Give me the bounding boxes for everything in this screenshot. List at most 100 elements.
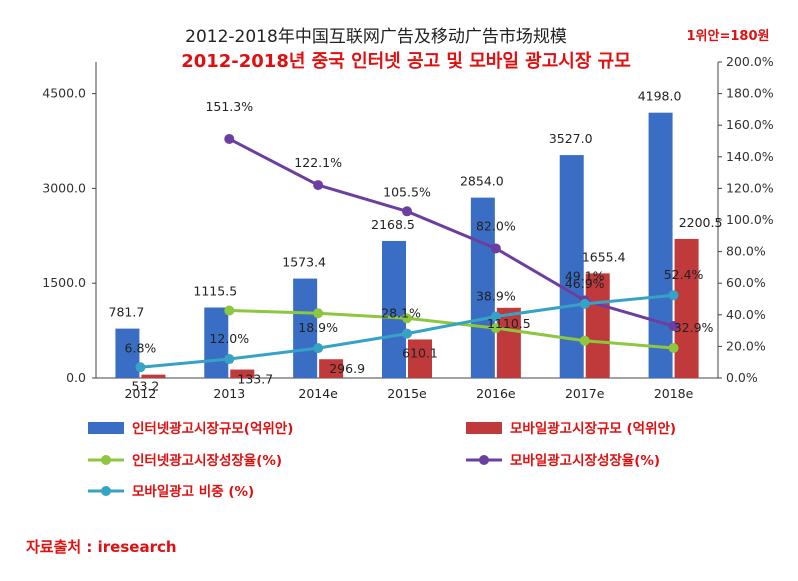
x-axis-tick-label: 2016e <box>476 386 516 401</box>
bar-value-label: 1655.4 <box>582 249 626 264</box>
left-axis-tick-label: 3000.0 <box>42 180 86 195</box>
line-value-label: 52.4% <box>664 267 704 282</box>
right-axis-tick-label: 200.0% <box>726 54 774 69</box>
bar-value-label: 4198.0 <box>638 89 682 104</box>
line-point-2 <box>579 298 590 309</box>
source-note: 자료출처 : iresearch <box>26 538 177 556</box>
line-point-0 <box>490 323 501 334</box>
left-axis-tick-label: 4500.0 <box>42 86 86 101</box>
right-axis-tick-label: 60.0% <box>726 275 766 290</box>
bar-value-label: 781.7 <box>109 305 145 320</box>
bar-internet <box>648 112 673 378</box>
line-value-label: 6.8% <box>125 340 157 355</box>
line-value-label: 12.0% <box>209 331 249 346</box>
line-point-2 <box>313 343 324 354</box>
bar-internet <box>204 307 229 378</box>
bar-value-label: 2168.5 <box>371 217 415 232</box>
chart-subtitle: 2012-2018년 중국 인터넷 공고 및 모바일 광고시장 규모 <box>181 51 631 72</box>
bar-internet <box>559 155 584 378</box>
line-point-2 <box>490 311 501 322</box>
bar-value-label: 1573.4 <box>282 255 326 270</box>
legend-swatch <box>88 422 124 434</box>
right-axis-tick-label: 100.0% <box>726 212 774 227</box>
bar-internet <box>293 278 318 378</box>
line-value-label: 38.9% <box>476 289 516 304</box>
line-point-1 <box>668 321 679 332</box>
legend-label: 모바일광고시장규모 (억위안) <box>510 420 676 437</box>
x-axis-tick-label: 2013 <box>213 386 245 401</box>
line-value-label: 32.9% <box>674 320 714 335</box>
right-axis-tick-label: 0.0% <box>726 370 758 385</box>
x-axis-tick-label: 2014e <box>298 386 338 401</box>
line-value-label: 28.1% <box>381 306 421 321</box>
right-axis-tick-label: 20.0% <box>726 338 766 353</box>
bar-mobile <box>141 374 166 378</box>
bar-value-label: 3527.0 <box>549 131 593 146</box>
x-axis-tick-label: 2017e <box>565 386 605 401</box>
legend-label: 인터넷광고시장성장율(%) <box>132 452 282 469</box>
line-point-1 <box>402 206 412 217</box>
line-point-0 <box>668 342 679 353</box>
bar-value-label: 2854.0 <box>460 174 504 189</box>
bar-value-label: 2200.5 <box>679 215 723 230</box>
line-point-0 <box>579 335 590 346</box>
line-point-1 <box>313 180 324 191</box>
legend-swatch-marker <box>479 455 489 465</box>
x-axis-tick-label: 2015e <box>387 386 427 401</box>
bar-mobile <box>408 339 432 378</box>
bar-value-label: 1110.5 <box>487 316 531 331</box>
legend-label: 인터넷광고시장규모(억위안) <box>132 420 293 437</box>
bar-internet <box>382 240 406 378</box>
line-point-0 <box>224 305 235 316</box>
right-axis-tick-label: 160.0% <box>726 117 774 132</box>
line-point-1 <box>224 133 235 144</box>
bar-mobile <box>585 273 610 378</box>
left-axis-tick-label: 1500.0 <box>42 275 86 290</box>
bar-mobile <box>230 369 255 378</box>
chart-title: 2012-2018年中国互联网广告及移动广告市场规模 <box>185 27 567 47</box>
legend-label: 모바일광고시장성장율(%) <box>510 452 660 469</box>
line-series-1 <box>228 137 674 328</box>
line-value-label: 151.3% <box>205 99 253 114</box>
legend-swatch-marker <box>101 455 111 465</box>
line-value-label: 49.1% <box>565 268 605 283</box>
legend-swatch <box>466 422 502 434</box>
right-axis-tick-label: 40.0% <box>726 307 766 322</box>
legend: 인터넷광고시장규모(억위안) 모바일광고시장규모 (억위안) 인터넷광고시장성장율(… <box>88 419 678 502</box>
bar-value-label: 133.7 <box>237 372 273 387</box>
legend-label: 모바일광고 비중 (%) <box>132 483 254 500</box>
plot-area: 0.0 1500.0 3000.0 4500.0 0.0% 20.0% 40.0% 60.0%… <box>42 54 774 401</box>
right-axis-tick-label: 140.0% <box>726 149 774 164</box>
bar-mobile <box>674 238 699 378</box>
bar-internet <box>115 328 140 378</box>
line-value-label: 105.5% <box>383 184 431 199</box>
line-point-1 <box>490 243 501 254</box>
line-point-0 <box>402 313 412 324</box>
unit-note: 1위안=180원 <box>687 28 770 44</box>
x-axis-tick-label: 2018e <box>654 386 694 401</box>
bar-value-label: 296.9 <box>329 361 365 376</box>
bar-mobile <box>496 307 521 378</box>
line-point-0 <box>313 308 324 319</box>
bar-value-label: 53.2 <box>132 379 160 394</box>
x-axis-tick-label: 2012 <box>125 386 157 401</box>
bar-value-label: 1115.5 <box>193 284 237 299</box>
bar-internet <box>470 197 495 378</box>
line-point-2 <box>402 328 412 339</box>
line-point-2 <box>135 362 146 373</box>
line-value-label: 18.9% <box>298 320 338 335</box>
bar-mobile <box>319 359 344 378</box>
line-value-label: 82.0% <box>476 218 516 233</box>
right-axis-tick-label: 80.0% <box>726 244 766 259</box>
line-value-label: 46.9% <box>565 276 605 291</box>
line-point-2 <box>668 290 679 301</box>
line-point-2 <box>224 354 235 365</box>
bar-value-label: 610.1 <box>402 345 438 360</box>
right-axis-tick-label: 120.0% <box>726 180 774 195</box>
line-series-0 <box>229 309 674 350</box>
right-axis-tick-label: 180.0% <box>726 86 774 101</box>
line-value-label: 122.1% <box>294 155 342 170</box>
legend-swatch-marker <box>101 486 111 496</box>
left-axis-tick-label: 0.0 <box>66 370 86 385</box>
